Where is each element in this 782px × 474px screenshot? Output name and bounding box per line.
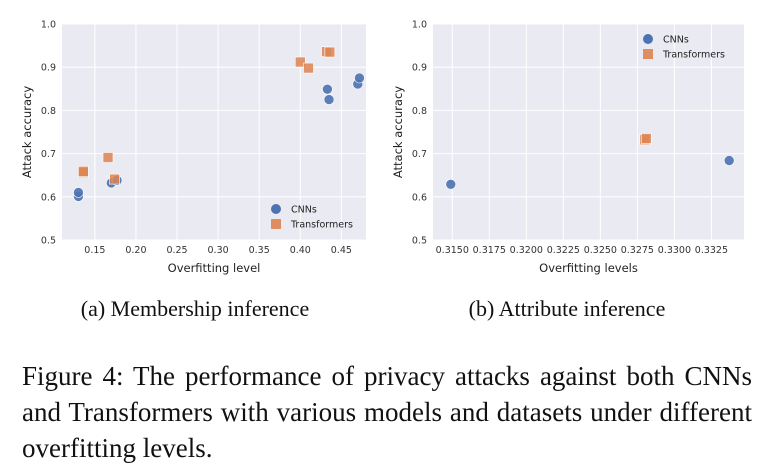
- transformer-data-point: [102, 152, 114, 163]
- y-tick-label: 0.5: [412, 236, 427, 247]
- y-tick-label: 0.7: [41, 149, 56, 160]
- y-tick-label: 0.8: [41, 106, 56, 117]
- y-tick-label: 0.8: [412, 106, 427, 117]
- legend-transformer-marker: [271, 219, 281, 229]
- y-tick-label: 0.6: [41, 192, 56, 203]
- legend-label: Transformers: [290, 220, 353, 231]
- transformer-data-point: [303, 62, 314, 74]
- x-axis-label: Overfitting levels: [539, 261, 638, 275]
- attribute-inference-chart: 0.3150 0.3175 0.3200 0.3225 0.3250 0.3275 0.33…: [391, 20, 744, 275]
- legend-cnn-marker: [643, 34, 653, 44]
- x-tick-label: 0.3325: [695, 245, 728, 256]
- x-tick-label: 0.3225: [547, 245, 580, 256]
- x-tick-label: 0.35: [249, 245, 270, 256]
- x-tick-label: 0.3300: [658, 245, 691, 256]
- x-tick-label: 0.3250: [584, 245, 617, 256]
- x-tick-label: 0.3200: [510, 245, 543, 256]
- legend-cnn-marker: [271, 204, 281, 214]
- y-tick-label: 0.9: [41, 63, 56, 74]
- y-tick-label: 0.5: [41, 236, 56, 247]
- cnn-data-point: [445, 178, 457, 190]
- x-tick-label: 0.30: [208, 245, 229, 256]
- x-tick-label: 0.3150: [436, 245, 469, 256]
- legend-label: Transformers: [662, 50, 725, 61]
- x-tick-label: 0.20: [125, 245, 146, 256]
- cnn-data-point: [323, 94, 335, 105]
- transformer-data-point: [640, 133, 652, 144]
- x-tick-label: 0.25: [166, 245, 187, 256]
- cnn-data-point: [723, 155, 735, 166]
- attribute-subcaption: (b) Attribute inference: [469, 296, 666, 321]
- transformer-data-point: [78, 166, 89, 177]
- transformer-data-point: [324, 46, 336, 58]
- y-tick-label: 0.6: [412, 192, 427, 203]
- y-tick-label: 1.0: [412, 20, 427, 31]
- x-tick-label: 0.45: [331, 245, 352, 256]
- figure-caption: Figure 4: The performance of privacy att…: [22, 361, 752, 463]
- membership-subcaption: (a) Membership inference: [81, 296, 309, 321]
- y-axis-label: Attack accuracy: [20, 86, 34, 178]
- x-tick-label: 0.40: [290, 245, 311, 256]
- y-tick-label: 0.7: [412, 149, 427, 160]
- x-tick-label: 0.15: [84, 245, 105, 256]
- x-tick-label: 0.3275: [621, 245, 654, 256]
- transformer-data-point: [109, 173, 120, 185]
- y-tick-label: 1.0: [41, 20, 56, 31]
- transformer-data-point: [294, 56, 306, 68]
- cnn-data-point: [354, 72, 365, 84]
- legend-label: CNNs: [663, 35, 689, 46]
- legend-label: CNNs: [291, 205, 317, 216]
- x-axis-label: Overfitting level: [168, 261, 261, 275]
- membership-inference-chart: 0.15 0.20 0.25 0.30 0.35 0.40 0.45 0.5 0.6 0.7 0.8…: [20, 20, 366, 275]
- x-tick-label: 0.3175: [473, 245, 506, 256]
- cnn-data-point: [322, 83, 333, 95]
- plot-area: [433, 24, 744, 240]
- y-tick-label: 0.9: [412, 63, 427, 74]
- cnn-data-point: [73, 187, 84, 198]
- y-axis-label: Attack accuracy: [391, 86, 405, 178]
- legend-transformer-marker: [643, 49, 653, 59]
- plot-area: [62, 24, 366, 240]
